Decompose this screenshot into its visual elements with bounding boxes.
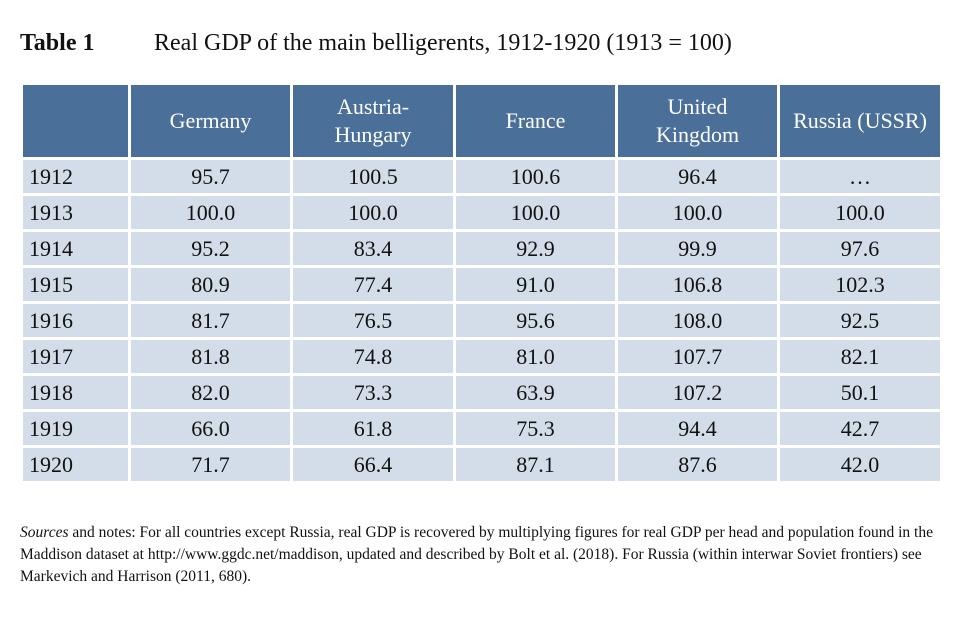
- cell-france: 91.0: [453, 265, 618, 304]
- cell-germany: 81.7: [128, 301, 293, 340]
- header-france: France: [453, 82, 618, 160]
- cell-russia: 100.0: [777, 193, 943, 232]
- table-row: 1919 66.0 61.8 75.3 94.4 42.7: [20, 409, 943, 448]
- cell-austria-hungary: 100.0: [290, 193, 456, 232]
- cell-russia: 50.1: [777, 373, 943, 412]
- cell-russia: …: [777, 157, 943, 196]
- table-row: 1914 95.2 83.4 92.9 99.9 97.6: [20, 229, 943, 268]
- cell-austria-hungary: 66.4: [290, 445, 456, 484]
- cell-united-kingdom: 108.0: [615, 301, 780, 340]
- table-header-row: Germany Austria- Hungary France United Kin…: [20, 82, 943, 160]
- cell-year: 1917: [20, 337, 131, 376]
- cell-austria-hungary: 73.3: [290, 373, 456, 412]
- table-row: 1916 81.7 76.5 95.6 108.0 92.5: [20, 301, 943, 340]
- table-row: 1912 95.7 100.5 100.6 96.4…: [20, 157, 943, 196]
- cell-russia: 82.1: [777, 337, 943, 376]
- cell-france: 63.9: [453, 373, 618, 412]
- cell-austria-hungary: 76.5: [290, 301, 456, 340]
- table-caption: Table 1 Real GDP of the main belligerent…: [20, 26, 940, 60]
- cell-russia: 42.7: [777, 409, 943, 448]
- cell-united-kingdom: 107.7: [615, 337, 780, 376]
- cell-austria-hungary: 77.4: [290, 265, 456, 304]
- notes-text: and notes: For all countries except Russ…: [20, 524, 933, 585]
- cell-austria-hungary: 100.5: [290, 157, 456, 196]
- cell-germany: 80.9: [128, 265, 293, 304]
- cell-germany: 100.0: [128, 193, 293, 232]
- cell-russia: 102.3: [777, 265, 943, 304]
- cell-russia: 92.5: [777, 301, 943, 340]
- cell-austria-hungary: 83.4: [290, 229, 456, 268]
- cell-germany: 71.7: [128, 445, 293, 484]
- cell-united-kingdom: 94.4: [615, 409, 780, 448]
- table-row: 1917 81.8 74.8 81.0 107.7 82.1: [20, 337, 943, 376]
- cell-france: 95.6: [453, 301, 618, 340]
- cell-russia: 42.0: [777, 445, 943, 484]
- cell-austria-hungary: 74.8: [290, 337, 456, 376]
- cell-germany: 66.0: [128, 409, 293, 448]
- cell-france: 92.9: [453, 229, 618, 268]
- cell-year: 1913: [20, 193, 131, 232]
- cell-year: 1912: [20, 157, 131, 196]
- cell-france: 87.1: [453, 445, 618, 484]
- cell-france: 75.3: [453, 409, 618, 448]
- cell-germany: 82.0: [128, 373, 293, 412]
- cell-year: 1914: [20, 229, 131, 268]
- cell-united-kingdom: 96.4: [615, 157, 780, 196]
- cell-france: 81.0: [453, 337, 618, 376]
- header-germany: Germany: [128, 82, 293, 160]
- table-notes: Sources and notes: For all countries exc…: [20, 522, 944, 588]
- cell-united-kingdom: 100.0: [615, 193, 780, 232]
- table-row: 1913 100.0 100.0 100.0 100.0 100.0: [20, 193, 943, 232]
- table-row: 1915 80.9 77.4 91.0 106.8 102.3: [20, 265, 943, 304]
- cell-germany: 81.8: [128, 337, 293, 376]
- header-austria-hungary: Austria- Hungary: [290, 82, 456, 160]
- cell-united-kingdom: 87.6: [615, 445, 780, 484]
- cell-france: 100.0: [453, 193, 618, 232]
- cell-year: 1918: [20, 373, 131, 412]
- cell-year: 1919: [20, 409, 131, 448]
- cell-year: 1916: [20, 301, 131, 340]
- header-year-blank: [20, 82, 131, 160]
- cell-united-kingdom: 106.8: [615, 265, 780, 304]
- table-row: 1920 71.7 66.4 87.1 87.6 42.0: [20, 445, 943, 484]
- cell-germany: 95.2: [128, 229, 293, 268]
- cell-year: 1915: [20, 265, 131, 304]
- table-row: 1918 82.0 73.3 63.9 107.2 50.1: [20, 373, 943, 412]
- header-russia: Russia (USSR): [777, 82, 943, 160]
- cell-united-kingdom: 107.2: [615, 373, 780, 412]
- notes-sources-word: Sources: [20, 524, 69, 541]
- cell-year: 1920: [20, 445, 131, 484]
- cell-france: 100.6: [453, 157, 618, 196]
- cell-austria-hungary: 61.8: [290, 409, 456, 448]
- cell-russia: 97.6: [777, 229, 943, 268]
- gdp-table: Germany Austria- Hungary France United Kin…: [20, 82, 943, 484]
- cell-germany: 95.7: [128, 157, 293, 196]
- table-number: Table 1: [20, 30, 95, 56]
- table-title: Real GDP of the main belligerents, 1912-…: [154, 30, 732, 56]
- cell-united-kingdom: 99.9: [615, 229, 780, 268]
- header-united-kingdom: United Kingdom: [615, 82, 780, 160]
